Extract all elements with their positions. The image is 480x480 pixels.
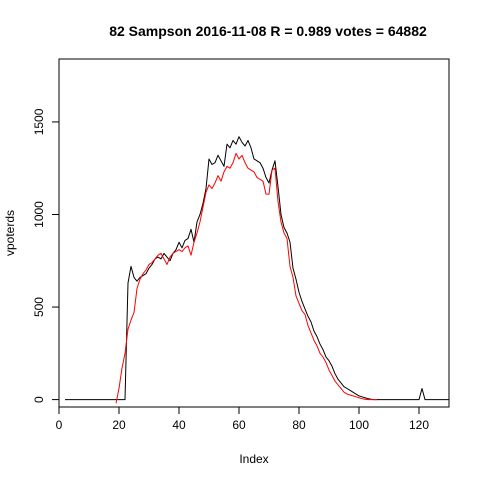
series-line-2 bbox=[115, 152, 377, 404]
plot-frame bbox=[58, 58, 450, 408]
x-tick-label: 40 bbox=[172, 418, 186, 432]
x-tick-label: 80 bbox=[292, 418, 306, 432]
y-tick-label: 0 bbox=[32, 396, 46, 403]
x-tick-label: 100 bbox=[349, 418, 369, 432]
y-tick-label: 500 bbox=[32, 297, 46, 317]
y-axis: 0 500 1000 1500 bbox=[32, 108, 59, 403]
series-layer bbox=[65, 136, 449, 404]
x-tick-label: 0 bbox=[56, 418, 63, 432]
x-tick-label: 120 bbox=[409, 418, 429, 432]
y-tick-label: 1000 bbox=[32, 201, 46, 228]
x-tick-label: 20 bbox=[112, 418, 126, 432]
x-axis-label: Index bbox=[239, 452, 268, 466]
x-axis: 0 20 40 60 80 100 120 bbox=[56, 407, 429, 432]
y-axis-label: vpoterds bbox=[3, 210, 17, 256]
y-tick-label: 1500 bbox=[32, 108, 46, 135]
chart-title: 82 Sampson 2016-11-08 R = 0.989 votes = … bbox=[109, 23, 427, 39]
series-line-1 bbox=[65, 136, 449, 401]
x-tick-label: 60 bbox=[232, 418, 246, 432]
